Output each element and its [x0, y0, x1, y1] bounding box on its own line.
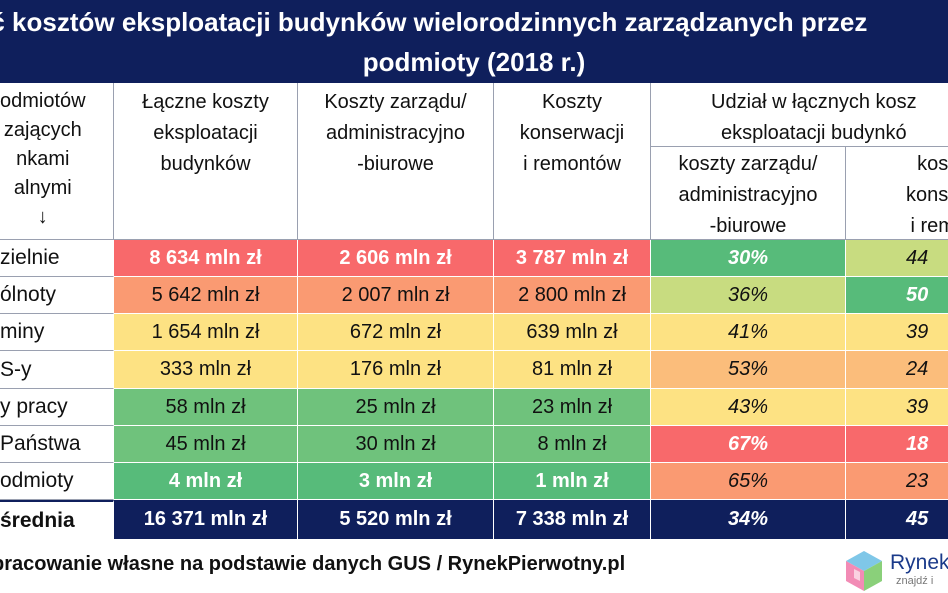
cell-repair: 2 800 mln zł	[494, 277, 651, 314]
cell-admin: 2 007 mln zł	[298, 277, 494, 314]
header-repair-costs: Koszty konserwacji i remontów	[494, 83, 651, 240]
cell-share-repair: 18	[846, 426, 948, 463]
source-note: pracowanie własne na podstawie danych GU…	[0, 553, 626, 575]
cell-repair: 23 mln zł	[494, 389, 651, 426]
header-total-costs: Łączne koszty eksploatacji budynków	[114, 83, 298, 240]
cell-total: 45 mln zł	[114, 426, 298, 463]
cell-repair: 1 mln zł	[494, 463, 651, 500]
cell-total: 8 634 mln zł	[114, 240, 298, 277]
cell-share-repair: 44	[846, 240, 948, 277]
cell-repair: 8 mln zł	[494, 426, 651, 463]
cell-total: 16 371 mln zł	[114, 500, 298, 540]
header-entity: odmiotów zających nkami alnymi ↓	[0, 83, 114, 240]
row-label: miny	[0, 314, 114, 351]
cell-total: 4 mln zł	[114, 463, 298, 500]
cell-total: 333 mln zł	[114, 351, 298, 389]
cell-admin: 672 mln zł	[298, 314, 494, 351]
cell-total: 5 642 mln zł	[114, 277, 298, 314]
cell-share-admin: 36%	[651, 277, 846, 314]
logo-tagline: znajdź i	[896, 575, 934, 587]
cell-repair: 3 787 mln zł	[494, 240, 651, 277]
cell-repair: 7 338 mln zł	[494, 500, 651, 540]
row-label: średnia	[0, 500, 114, 540]
title-bar: ość kosztów eksploatacji budynków wielor…	[0, 0, 948, 83]
footer: pracowanie własne na podstawie danych GU…	[0, 545, 948, 593]
row-label: ólnoty	[0, 277, 114, 314]
logo-text: Rynek	[890, 551, 948, 574]
cell-share-admin: 30%	[651, 240, 846, 277]
logo-icon	[846, 551, 882, 591]
cell-admin: 2 606 mln zł	[298, 240, 494, 277]
cell-share-admin: 41%	[651, 314, 846, 351]
cell-share-repair: 24	[846, 351, 948, 389]
cell-admin: 5 520 mln zł	[298, 500, 494, 540]
cell-admin: 176 mln zł	[298, 351, 494, 389]
cell-share-admin: 65%	[651, 463, 846, 500]
title-line-1: ość kosztów eksploatacji budynków wielor…	[0, 7, 868, 37]
cell-admin: 30 mln zł	[298, 426, 494, 463]
row-label: odmioty	[0, 463, 114, 500]
cell-total: 1 654 mln zł	[114, 314, 298, 351]
header-admin-costs: Koszty zarządu/ administracyjno -biurowe	[298, 83, 494, 240]
title-line-2: podmioty (2018 r.)	[362, 47, 586, 77]
cell-share-admin: 67%	[651, 426, 846, 463]
header-share-group: Udział w łącznych kosz eksploatacji budy…	[651, 83, 948, 147]
row-label: Państwa	[0, 426, 114, 463]
data-table: odmiotów zających nkami alnymi ↓ Łączne …	[0, 83, 948, 545]
cell-share-repair: 39	[846, 389, 948, 426]
cell-repair: 639 mln zł	[494, 314, 651, 351]
cell-share-repair: 50	[846, 277, 948, 314]
cell-admin: 3 mln zł	[298, 463, 494, 500]
cell-share-repair: 23	[846, 463, 948, 500]
header-share-repair: kos konse i rem	[846, 147, 948, 240]
cell-total: 58 mln zł	[114, 389, 298, 426]
row-label: zielnie	[0, 240, 114, 277]
cell-share-admin: 34%	[651, 500, 846, 540]
cell-repair: 81 mln zł	[494, 351, 651, 389]
row-label: y pracy	[0, 389, 114, 426]
row-label: S-y	[0, 351, 114, 389]
cell-share-admin: 43%	[651, 389, 846, 426]
cell-share-admin: 53%	[651, 351, 846, 389]
cell-share-repair: 45	[846, 500, 948, 540]
header-share-admin: koszty zarządu/ administracyjno -biurowe	[651, 147, 846, 240]
cell-share-repair: 39	[846, 314, 948, 351]
cell-admin: 25 mln zł	[298, 389, 494, 426]
